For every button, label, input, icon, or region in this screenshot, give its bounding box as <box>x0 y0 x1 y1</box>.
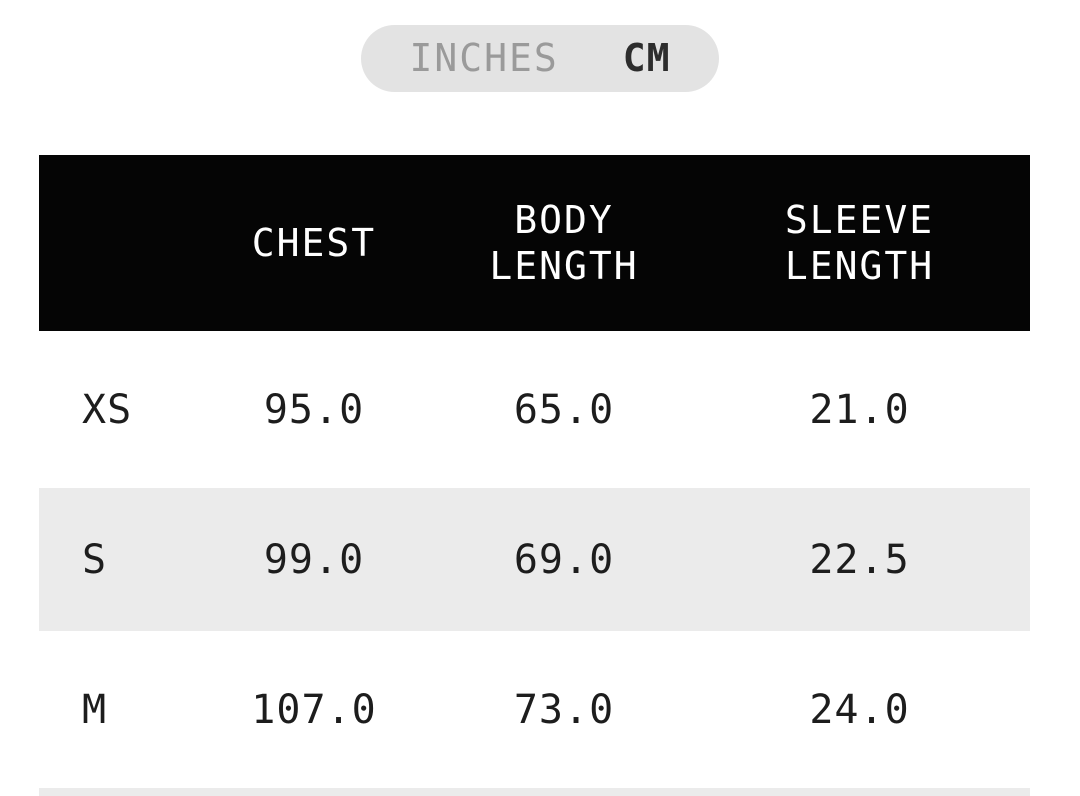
size-label: M <box>82 686 108 733</box>
sleeve-length-value: 22.5 <box>809 536 910 583</box>
unit-toggle-cm[interactable]: CM <box>623 25 671 92</box>
header-sleeve-length: SLEEVE LENGTH <box>784 198 935 288</box>
sleeve-length-value: 24.0 <box>809 686 910 733</box>
header-body-length: BODY LENGTH <box>489 198 639 288</box>
size-table-header: CHEST BODY LENGTH SLEEVE LENGTH <box>39 155 1030 331</box>
table-row-partial-next <box>39 788 1030 796</box>
table-row-s: S 99.0 69.0 22.5 <box>39 488 1030 631</box>
body-length-value: 65.0 <box>513 386 615 433</box>
chest-value: 107.0 <box>251 686 377 733</box>
unit-toggle-inches[interactable]: INCHES <box>409 25 558 92</box>
unit-toggle: INCHES CM <box>361 25 719 92</box>
body-length-value: 69.0 <box>513 536 615 583</box>
table-row-xs: XS 95.0 65.0 21.0 <box>39 331 1030 488</box>
size-table: CHEST BODY LENGTH SLEEVE LENGTH XS 95.0 … <box>39 155 1030 796</box>
header-chest: CHEST <box>251 221 377 265</box>
table-row-m: M 107.0 73.0 24.0 <box>39 631 1030 788</box>
size-label: S <box>82 536 108 583</box>
body-length-value: 73.0 <box>513 686 615 733</box>
sleeve-length-value: 21.0 <box>809 386 910 433</box>
chest-value: 95.0 <box>263 386 365 433</box>
chest-value: 99.0 <box>263 536 365 583</box>
size-label: XS <box>82 386 133 433</box>
